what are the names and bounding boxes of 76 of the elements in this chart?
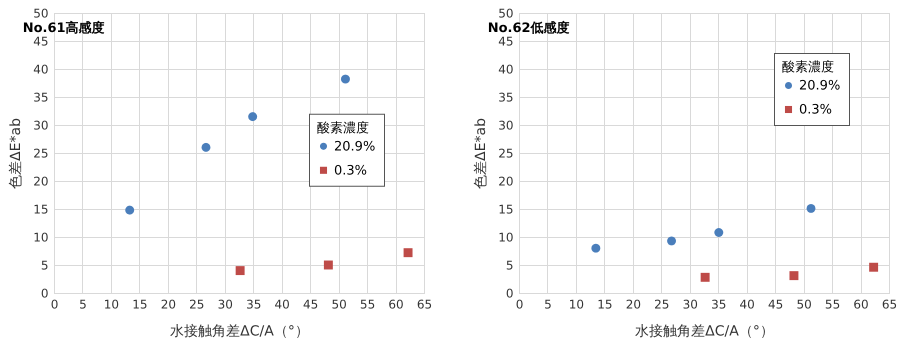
x-tick-label: 35 <box>711 298 726 312</box>
y-tick-label: 10 <box>33 230 48 244</box>
x-tick-label: 25 <box>654 298 670 312</box>
legend-title: 酸素濃度 <box>317 120 369 136</box>
y-tick-label: 20 <box>33 174 48 188</box>
legend-label: 0.3% <box>334 163 368 178</box>
x-tick-label: 15 <box>132 298 148 312</box>
x-tick-label: 65 <box>882 298 898 312</box>
point <box>806 204 816 213</box>
y-tick-label: 10 <box>498 230 514 244</box>
x-tick-label: 55 <box>360 298 376 312</box>
y-tick-label: 50 <box>498 6 514 20</box>
point <box>714 228 724 237</box>
x-tick-label: 0 <box>50 298 58 312</box>
point <box>125 206 134 215</box>
x-tick-label: 0 <box>516 298 524 312</box>
point <box>869 262 878 272</box>
y-tick-label: 5 <box>40 258 48 272</box>
x-tick-label: 45 <box>768 298 784 312</box>
point <box>591 244 600 253</box>
point <box>324 260 333 270</box>
x-tick-label: 65 <box>416 298 432 312</box>
y-tick-label: 35 <box>33 90 48 104</box>
x-tick-label: 10 <box>104 298 120 312</box>
legend-label: 20.9% <box>799 78 840 94</box>
x-tick-label: 10 <box>568 298 584 312</box>
point <box>667 236 676 246</box>
x-tick-label: 40 <box>740 298 755 312</box>
x-tick-label: 30 <box>682 298 698 312</box>
x-tick-label: 30 <box>218 298 233 312</box>
y-tick-label: 50 <box>33 6 48 20</box>
y-tick-label: 45 <box>498 34 514 48</box>
legend-label: 0.3% <box>799 102 832 118</box>
y-tick-label: 15 <box>33 202 48 216</box>
x-axis-title: 水接触角差ΔC/A（°） <box>635 324 774 340</box>
x-tick-label: 50 <box>796 298 812 312</box>
y-tick-label: 0 <box>506 286 514 300</box>
x-tick-label: 5 <box>544 298 552 312</box>
x-tick-label: 20 <box>160 298 176 312</box>
y-tick-label: 45 <box>33 34 48 48</box>
point <box>340 74 350 84</box>
y-tick-label: 15 <box>498 202 514 216</box>
x-tick-label: 55 <box>824 298 840 312</box>
y-tick-label: 35 <box>498 90 514 104</box>
point <box>789 271 798 280</box>
y-tick-label: 25 <box>33 146 48 160</box>
point <box>700 272 710 282</box>
x-tick-label: 20 <box>626 298 641 312</box>
x-tick-label: 60 <box>853 298 869 312</box>
x-tick-label: 25 <box>189 298 204 312</box>
x-tick-label: 35 <box>246 298 262 312</box>
x-tick-label: 60 <box>388 298 404 312</box>
point <box>248 112 258 122</box>
y-tick-label: 40 <box>498 62 514 76</box>
y-axis-title: 色差ΔE*ab <box>8 118 24 189</box>
x-tick-label: 45 <box>303 298 318 312</box>
y-tick-label: 40 <box>33 62 48 76</box>
text: No.61高感度 <box>22 20 105 36</box>
y-tick-label: 30 <box>498 118 514 132</box>
y-tick-label: 30 <box>33 118 48 132</box>
y-tick-label: 25 <box>498 146 514 160</box>
y-axis-title: 色差ΔE*ab <box>473 118 490 189</box>
point <box>202 142 210 152</box>
legend-label: 20.9% <box>334 139 376 154</box>
x-axis-title: 水接触角差ΔC/A（°） <box>170 324 309 340</box>
x-tick-label: 15 <box>597 298 613 312</box>
point <box>236 266 245 276</box>
y-tick-label: 5 <box>506 258 514 272</box>
x-tick-label: 50 <box>331 298 347 312</box>
text: No.62低感度 <box>488 20 570 36</box>
legend-title: 酸素濃度 <box>782 59 834 75</box>
y-tick-label: 0 <box>40 286 48 300</box>
point <box>404 248 413 258</box>
x-tick-label: 40 <box>274 298 290 312</box>
y-tick-label: 20 <box>498 174 514 188</box>
x-tick-label: 5 <box>79 298 87 312</box>
